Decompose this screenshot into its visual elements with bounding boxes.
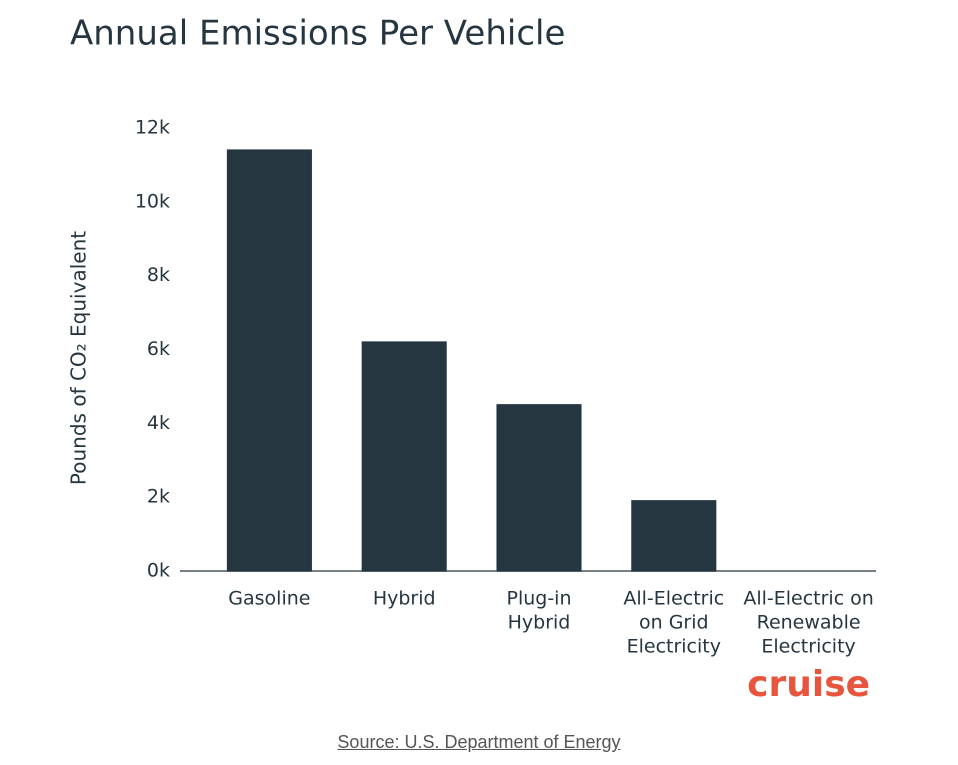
- y-tick-label: 8k: [147, 264, 170, 286]
- y-tick-label: 0k: [147, 560, 170, 582]
- y-tick-label: 6k: [147, 338, 170, 360]
- chart-title: Annual Emissions Per Vehicle: [70, 14, 565, 54]
- x-tick-label: All-Electric: [623, 588, 724, 610]
- page: Annual Emissions Per Vehicle Pounds of C…: [66, 13, 876, 752]
- bar: [226, 149, 312, 572]
- bar: [496, 404, 582, 572]
- y-tick-label: 4k: [147, 412, 170, 434]
- source-link[interactable]: Source: U.S. Department of Energy: [337, 732, 621, 752]
- x-tick-label: Plug-in: [506, 588, 571, 610]
- x-tick-label: Electricity: [627, 636, 721, 658]
- x-tick-label: Gasoline: [228, 588, 310, 610]
- chart: Annual Emissions Per Vehicle Pounds of C…: [67, 14, 876, 705]
- y-axis-label: Pounds of CO₂ Equivalent: [67, 231, 91, 485]
- bar: [361, 341, 447, 572]
- brand-logo: cruise: [747, 664, 870, 705]
- source: Source: U.S. Department of Energy: [0, 732, 958, 753]
- x-tick-label: Hybrid: [508, 612, 571, 634]
- x-tick-label: Renewable: [757, 612, 861, 634]
- y-tick-label: 10k: [135, 190, 170, 212]
- x-tick-label: Hybrid: [373, 588, 436, 610]
- bar: [631, 500, 717, 572]
- x-tick-label: All-Electric on: [743, 588, 874, 610]
- y-tick-label: 2k: [147, 486, 170, 508]
- x-tick-label: on Grid: [639, 612, 709, 634]
- x-tick-label: Electricity: [761, 636, 855, 658]
- y-tick-label: 12k: [135, 117, 170, 139]
